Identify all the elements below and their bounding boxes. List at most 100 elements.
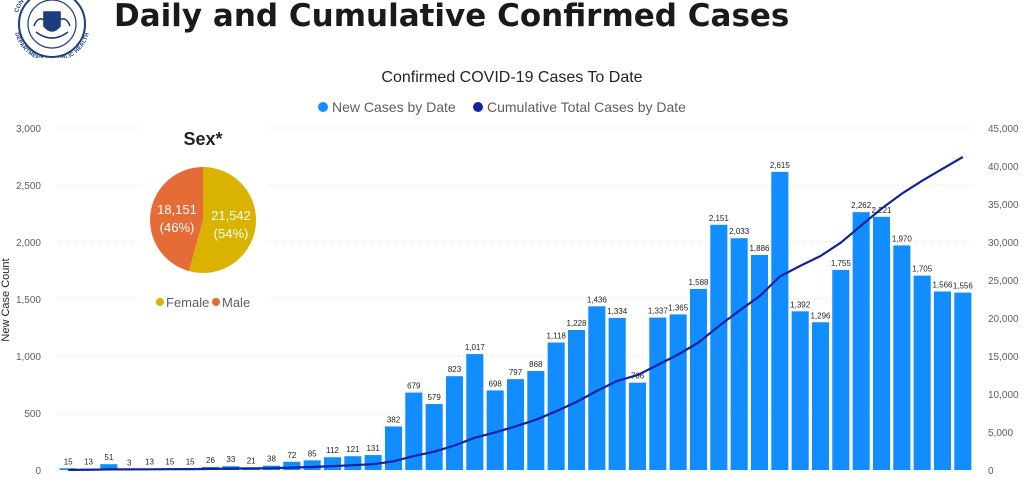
bar-data-label: 1,228	[566, 319, 587, 328]
bar-data-label: 3	[127, 459, 132, 468]
bar	[425, 403, 443, 470]
bar-data-label: 121	[346, 445, 360, 454]
pie-slice-female	[188, 166, 257, 273]
bar-data-label: 2,262	[851, 201, 872, 210]
pie-legend-marker-male	[212, 298, 220, 306]
bar-data-label: 2,151	[709, 214, 730, 223]
page-title: Daily and Cumulative Confirmed Cases	[114, 0, 790, 34]
bar-data-label: 26	[206, 456, 215, 465]
bar-data-label: 13	[84, 458, 93, 467]
bar-data-label: 1,755	[831, 259, 852, 268]
y2-tick-label: 0	[988, 466, 994, 477]
y2-tick-label: 25,000	[988, 276, 1019, 287]
bar	[567, 330, 586, 470]
bar	[832, 269, 850, 470]
bar	[710, 224, 728, 470]
bar-data-label: 797	[509, 368, 523, 377]
bar	[100, 464, 118, 470]
y2-tick-label: 20,000	[988, 314, 1019, 325]
y2-tick-label: 35,000	[988, 200, 1019, 211]
y-axis-label: New Case Count	[0, 258, 12, 341]
pie-legend-marker-female	[156, 298, 164, 306]
bar-data-label: 38	[267, 455, 276, 464]
y-tick-label: 500	[24, 409, 41, 420]
bar-data-label: 1,334	[607, 307, 628, 316]
bar	[791, 311, 809, 470]
pie-title: Sex*	[183, 129, 222, 149]
bar	[649, 317, 667, 470]
sex-pie-chart: Sex* 21,542 (54%) 18,151 (46%) Female Ma…	[140, 118, 270, 318]
bar-series	[59, 171, 972, 470]
y-tick-label: 1,000	[16, 352, 41, 363]
bar-data-label: 1,886	[749, 244, 770, 253]
bar-data-label: 1,436	[587, 295, 608, 304]
bar-data-label: 1,392	[790, 300, 811, 309]
seal-emblem-icon	[33, 11, 71, 39]
bar	[506, 379, 525, 470]
bar	[628, 382, 647, 470]
bar-data-label: 85	[308, 449, 317, 458]
legend-marker-cumulative	[473, 102, 483, 112]
bar-data-label: 579	[427, 393, 441, 402]
bar	[323, 457, 342, 470]
axes: 0 500 1,000 1,500 2,000 2,500 3,000 0 5,000 10,00…	[16, 124, 1019, 477]
bar	[872, 216, 891, 470]
bar-data-label: 698	[488, 379, 502, 388]
bar	[547, 342, 565, 470]
bar-data-label: 13	[145, 458, 154, 467]
bar-data-label: 1,118	[546, 332, 566, 341]
bar	[954, 292, 972, 470]
bar-data-label: 131	[366, 444, 380, 453]
bar-data-label: 2,033	[729, 227, 750, 236]
pie-label-male-percent: (46%)	[160, 220, 195, 235]
bar	[303, 460, 321, 470]
y-tick-label: 1,500	[16, 295, 41, 306]
bar	[384, 426, 403, 470]
y2-tick-label: 30,000	[988, 238, 1019, 249]
pie-legend-label-female: Female	[166, 295, 209, 310]
bar-data-label: 15	[64, 457, 73, 466]
bar	[750, 254, 769, 470]
chart-title: Confirmed COVID-19 Cases To Date	[381, 69, 642, 86]
svg-text:CON: CON	[14, 0, 26, 14]
bar-data-label: 766	[631, 372, 645, 381]
bar-data-label: 1,566	[932, 280, 953, 289]
bar-data-label: 1,705	[912, 265, 933, 274]
y-tick-label: 0	[35, 466, 41, 477]
bar-data-label: 15	[186, 457, 195, 466]
bar-data-label: 112	[326, 446, 339, 455]
y-tick-label: 2,500	[16, 181, 41, 192]
bar-data-label: 1,970	[892, 234, 913, 243]
y2-tick-label: 15,000	[988, 352, 1019, 363]
bar-data-label: 1,337	[648, 307, 669, 316]
bar-data-label: 1,588	[688, 278, 709, 287]
bar-data-label: 51	[104, 453, 113, 462]
pie-legend-label-male: Male	[222, 295, 250, 310]
y2-tick-label: 40,000	[988, 162, 1019, 173]
bar-data-label: 2,615	[770, 161, 791, 170]
bar-data-label: 33	[226, 455, 235, 464]
bar	[608, 317, 626, 470]
bar-data-labels: 15 13 51 3 13 15 15 26 33 21 38 72 85 112 121 131 382 679…	[64, 161, 974, 468]
bar-data-label: 823	[448, 365, 462, 374]
y-tick-label: 3,000	[16, 124, 41, 135]
bar	[913, 275, 931, 470]
bar-data-label: 679	[407, 382, 421, 391]
bar	[405, 392, 423, 470]
bar-data-label: 72	[287, 451, 296, 460]
bar	[893, 245, 911, 470]
bar-data-label: 21	[247, 457, 256, 466]
bar-data-label: 382	[387, 415, 401, 424]
pie-label-male-value: 18,151	[157, 202, 197, 217]
bar	[344, 456, 362, 470]
bar-data-label: 1,017	[465, 343, 486, 352]
bar	[730, 238, 748, 470]
pie-label-female-percent: (54%)	[214, 226, 249, 241]
bar-data-label: 2,221	[871, 206, 892, 215]
bar-data-label: 1,365	[668, 303, 689, 312]
bar	[445, 376, 464, 470]
bar	[811, 322, 830, 470]
line-series	[68, 156, 964, 471]
bar	[588, 306, 606, 470]
